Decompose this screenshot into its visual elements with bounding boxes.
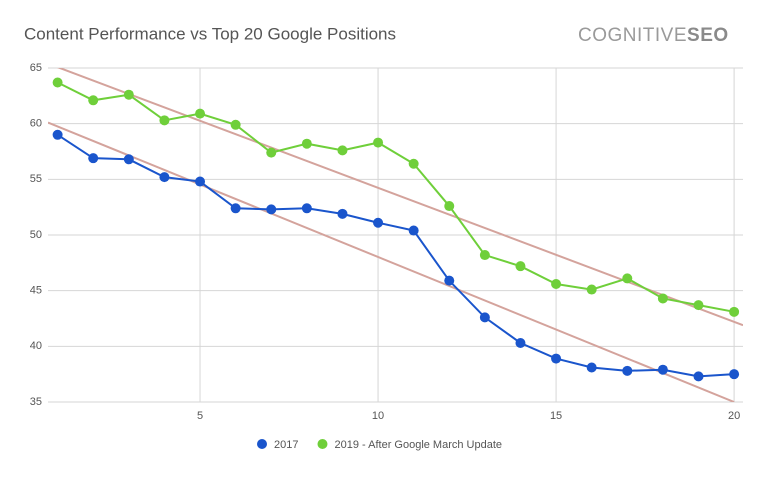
point [52, 77, 63, 88]
y-tick-label: 60 [30, 118, 42, 130]
point [301, 203, 312, 214]
point [301, 138, 312, 149]
point [123, 89, 134, 100]
y-tick-label: 65 [30, 62, 42, 74]
legend-label: 2019 - After Google March Update [334, 439, 502, 451]
point [444, 201, 455, 212]
point [195, 176, 206, 187]
point [266, 147, 277, 158]
point [337, 208, 348, 219]
point [195, 108, 206, 119]
legend-swatch [317, 439, 328, 449]
point [586, 284, 597, 295]
point [586, 362, 597, 373]
point [551, 353, 562, 364]
point [622, 365, 633, 376]
point [408, 225, 419, 236]
chart-title: Content Performance vs Top 20 Google Pos… [24, 24, 396, 43]
point [266, 204, 277, 215]
y-tick-label: 45 [30, 285, 42, 297]
y-tick-label: 55 [30, 173, 42, 185]
brand: COGNITIVESEO [578, 25, 729, 46]
point [515, 337, 526, 348]
point [159, 115, 170, 126]
series-line [57, 81, 735, 313]
point [622, 273, 633, 284]
brand-main: COGNITIVE [578, 25, 687, 46]
brand-accent: SEO [687, 25, 729, 46]
point [159, 172, 170, 183]
point [693, 371, 704, 382]
point [693, 300, 704, 311]
x-tick-label: 20 [728, 410, 740, 422]
point [729, 369, 740, 380]
point [729, 306, 740, 317]
legend-swatch [257, 439, 267, 449]
point [88, 153, 99, 164]
point [52, 129, 63, 140]
series-line [57, 133, 735, 378]
point [515, 261, 526, 272]
point [444, 275, 455, 286]
point [230, 203, 241, 214]
y-tick-label: 35 [30, 396, 42, 408]
trendline [48, 121, 735, 402]
x-tick-label: 5 [197, 410, 203, 422]
point [479, 312, 490, 323]
point [88, 95, 99, 106]
y-tick-label: 50 [30, 229, 42, 241]
point [373, 137, 384, 148]
point [551, 278, 562, 289]
point [373, 217, 384, 228]
point [479, 250, 490, 261]
y-tick-label: 40 [30, 340, 42, 352]
point [123, 154, 134, 165]
point [408, 158, 419, 169]
x-tick-label: 10 [372, 410, 384, 422]
point [657, 364, 668, 375]
point [657, 293, 668, 304]
x-tick-label: 15 [550, 410, 562, 422]
point [230, 119, 241, 130]
point [337, 145, 348, 156]
legend-label: 2017 [274, 439, 298, 451]
